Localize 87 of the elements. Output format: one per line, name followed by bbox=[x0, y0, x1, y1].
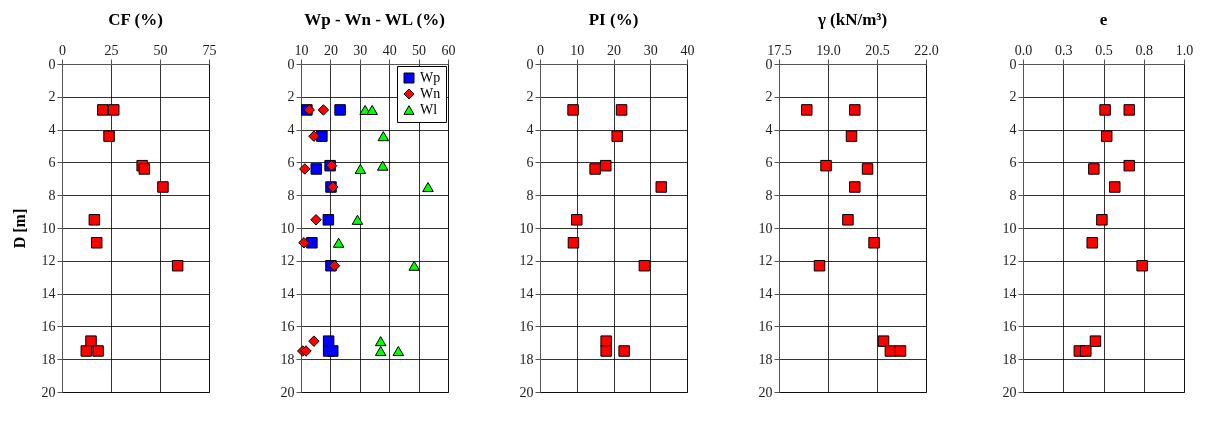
y-tick-label: 4 bbox=[287, 122, 295, 138]
y-tick-label: 2 bbox=[1009, 89, 1017, 105]
y-tick-label: 6 bbox=[526, 154, 534, 170]
y-tick-label: 6 bbox=[1009, 154, 1017, 170]
x-tick-label: 19.0 bbox=[816, 42, 841, 58]
y-tick-label: 10 bbox=[758, 220, 773, 236]
y-tick-label: 20 bbox=[758, 384, 773, 400]
chart-title: e bbox=[1099, 10, 1108, 29]
x-tick-label: 20.5 bbox=[865, 42, 890, 58]
y-tick-label: 8 bbox=[287, 187, 295, 203]
y-tick-label: 14 bbox=[519, 286, 534, 302]
y-tick-label: 14 bbox=[1002, 286, 1017, 302]
x-tick-label: 60 bbox=[441, 42, 456, 58]
y-tick-label: 20 bbox=[280, 384, 295, 400]
x-tick-label: 0.5 bbox=[1095, 42, 1113, 58]
x-tick-label: 30 bbox=[353, 42, 368, 58]
y-tick-label: 20 bbox=[519, 384, 534, 400]
y-tick-label: 4 bbox=[48, 122, 56, 138]
y-tick-label: 2 bbox=[765, 89, 773, 105]
y-tick-label: 0 bbox=[765, 56, 773, 72]
x-tick-label: 20 bbox=[607, 42, 621, 58]
y-tick-label: 18 bbox=[41, 351, 56, 367]
legend-label: Wl bbox=[420, 102, 438, 117]
y-tick-label: 0 bbox=[287, 56, 295, 72]
x-tick-label: 25 bbox=[104, 42, 119, 58]
y-tick-label: 20 bbox=[41, 384, 56, 400]
x-tick-label: 22.0 bbox=[914, 42, 939, 58]
y-tick-label: 16 bbox=[758, 318, 773, 334]
x-tick-label: 40 bbox=[680, 42, 695, 58]
x-tick-label: 1.0 bbox=[1175, 42, 1194, 58]
y-tick-label: 2 bbox=[48, 89, 56, 105]
x-tick-label: 50 bbox=[153, 42, 168, 58]
y-tick-label: 2 bbox=[526, 89, 534, 105]
chart-title: PI (%) bbox=[588, 10, 639, 29]
y-tick-label: 14 bbox=[280, 286, 295, 302]
y-tick-label: 4 bbox=[765, 122, 773, 138]
x-tick-label: 0.0 bbox=[1014, 42, 1033, 58]
y-tick-label: 4 bbox=[1009, 122, 1017, 138]
y-tick-label: 10 bbox=[41, 220, 56, 236]
y-tick-label: 14 bbox=[41, 286, 56, 302]
legend-label: Wp bbox=[420, 70, 441, 85]
y-tick-label: 16 bbox=[280, 318, 295, 334]
y-axis-title: D [m] bbox=[10, 208, 28, 249]
y-tick-label: 0 bbox=[1009, 56, 1017, 72]
y-tick-label: 0 bbox=[48, 56, 56, 72]
x-tick-label: 0.8 bbox=[1135, 42, 1153, 58]
x-tick-label: 75 bbox=[202, 42, 217, 58]
x-tick-label: 20 bbox=[323, 42, 338, 58]
y-tick-label: 2 bbox=[287, 89, 295, 105]
y-tick-label: 10 bbox=[280, 220, 295, 236]
y-tick-label: 6 bbox=[765, 154, 773, 170]
x-tick-label: 30 bbox=[643, 42, 658, 58]
y-tick-label: 14 bbox=[758, 286, 773, 302]
y-tick-label: 16 bbox=[519, 318, 534, 334]
y-tick-label: 18 bbox=[519, 351, 534, 367]
chart-title: CF (%) bbox=[108, 10, 163, 29]
y-tick-label: 6 bbox=[287, 154, 295, 170]
legend-label: Wn bbox=[420, 86, 441, 101]
y-tick-label: 6 bbox=[48, 154, 56, 170]
y-tick-label: 12 bbox=[1002, 253, 1017, 269]
x-tick-label: 17.5 bbox=[767, 42, 792, 58]
x-tick-label: 40 bbox=[382, 42, 397, 58]
x-tick-label: 0.3 bbox=[1055, 42, 1073, 58]
y-tick-label: 12 bbox=[41, 253, 56, 269]
y-tick-label: 8 bbox=[765, 187, 773, 203]
y-tick-label: 8 bbox=[48, 187, 56, 203]
y-tick-label: 10 bbox=[519, 220, 534, 236]
x-tick-label: 0 bbox=[537, 42, 544, 58]
y-tick-label: 12 bbox=[280, 253, 295, 269]
y-tick-label: 18 bbox=[758, 351, 773, 367]
y-tick-label: 20 bbox=[1002, 384, 1017, 400]
chart-title: Wp - Wn - WL (%) bbox=[304, 10, 445, 29]
y-tick-label: 18 bbox=[1002, 351, 1017, 367]
y-tick-label: 16 bbox=[41, 318, 56, 334]
x-tick-label: 10 bbox=[570, 42, 585, 58]
y-tick-label: 4 bbox=[526, 122, 534, 138]
x-tick-label: 0 bbox=[59, 42, 66, 58]
y-tick-label: 12 bbox=[519, 253, 534, 269]
y-tick-label: 10 bbox=[1002, 220, 1017, 236]
y-tick-label: 18 bbox=[280, 351, 295, 367]
chart-title: γ (kN/m³) bbox=[816, 10, 888, 29]
y-tick-label: 0 bbox=[526, 56, 534, 72]
y-tick-label: 8 bbox=[1009, 187, 1017, 203]
y-tick-label: 12 bbox=[758, 253, 773, 269]
y-tick-label: 8 bbox=[526, 187, 534, 203]
x-tick-label: 50 bbox=[412, 42, 427, 58]
y-tick-label: 16 bbox=[1002, 318, 1017, 334]
